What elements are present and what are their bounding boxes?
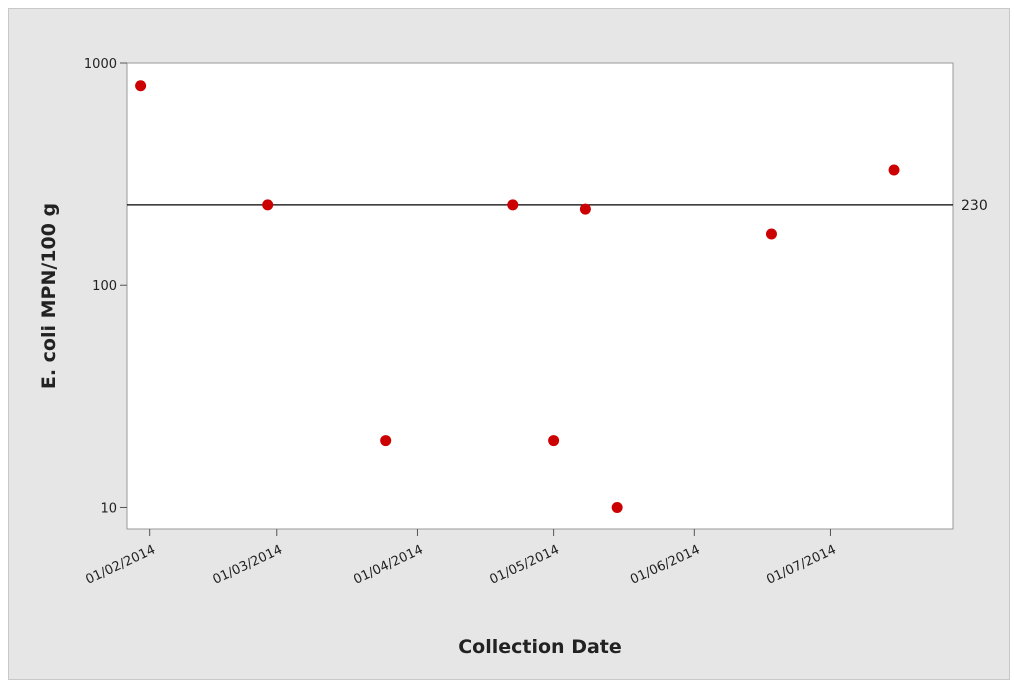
- x-tick-label: 01/07/2014: [764, 542, 838, 587]
- x-axis-title: Collection Date: [458, 636, 622, 658]
- data-point: [262, 199, 274, 211]
- reference-line-label: 230: [961, 198, 988, 214]
- x-tick-label: 01/06/2014: [628, 542, 702, 587]
- data-point: [380, 435, 392, 447]
- y-axis-title: E. coli MPN/100 g: [38, 203, 60, 389]
- data-point: [888, 164, 900, 176]
- x-tick-label: 01/05/2014: [487, 542, 561, 587]
- data-point: [135, 80, 147, 92]
- x-tick-label: 01/04/2014: [351, 542, 425, 587]
- y-tick-label: 1000: [84, 57, 117, 72]
- data-point: [611, 501, 623, 513]
- data-point: [548, 435, 560, 447]
- data-point: [765, 228, 777, 240]
- scatter-chart: 230 10 100 1000 01/02/2014 01/03/2014 01/04/…: [38, 57, 988, 658]
- data-point: [579, 203, 591, 215]
- x-tick-label: 01/03/2014: [211, 542, 285, 587]
- x-tick-label: 01/02/2014: [84, 542, 158, 587]
- y-tick-label: 100: [92, 279, 117, 294]
- chart-frame: 230 10 100 1000 01/02/2014 01/03/2014 01/04/…: [8, 8, 1010, 680]
- y-tick-label: 10: [100, 501, 117, 516]
- data-point: [507, 199, 519, 211]
- plot-area: [126, 62, 954, 530]
